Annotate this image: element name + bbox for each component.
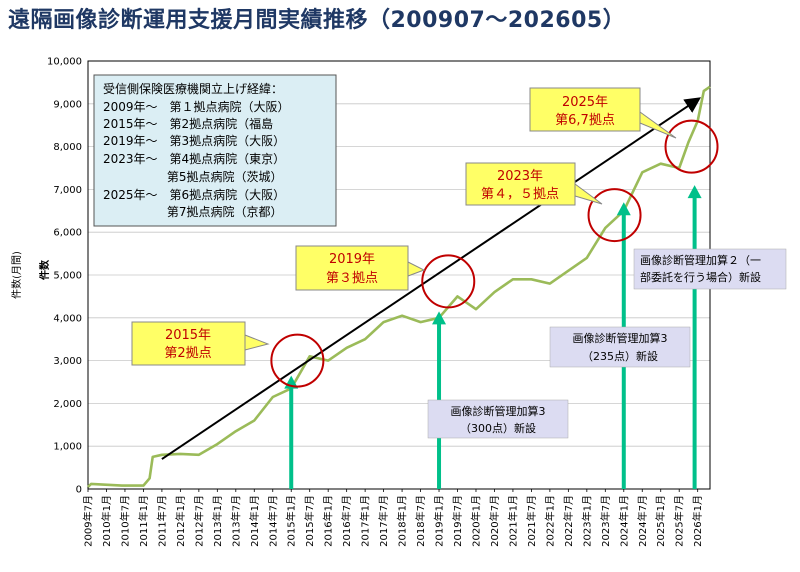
y-tick-label: 7,000: [53, 185, 82, 196]
note-partial: 画像診断管理加算２（一 部委託を行う場合）新設: [633, 248, 787, 290]
green-arrow-shaft: [289, 387, 294, 489]
x-tick-label: 2021年1月: [506, 495, 519, 547]
x-tick-label: 2010年7月: [118, 495, 131, 547]
note-line: 部委託を行う場合）新設: [640, 270, 761, 284]
y-axis-label: 件数(月間): [10, 251, 23, 299]
y-tick-label: 6,000: [53, 228, 82, 239]
x-tick-label: 2016年7月: [340, 495, 353, 547]
callout-site: 第2拠点: [164, 346, 211, 361]
x-tick-label: 2017年1月: [359, 495, 372, 547]
callout-year: 2019年: [329, 252, 375, 267]
trend-arrow: [161, 97, 702, 460]
x-tick-label: 2019年7月: [451, 495, 464, 547]
callout-2023: 2023年 第４，５拠点: [465, 162, 603, 206]
callout-2025: 2025年 第6,7拠点: [529, 87, 677, 139]
y-tick-label: 2,000: [53, 399, 82, 410]
green-arrow-head: [616, 202, 631, 216]
info-line: 2025年〜 第6拠点病院（大阪）: [103, 187, 285, 202]
x-tick-label: 2014年7月: [266, 495, 279, 547]
x-tick-label: 2018年7月: [414, 495, 427, 547]
y-tick-label: 5,000: [53, 271, 82, 282]
x-tick-label: 2015年7月: [303, 495, 316, 547]
x-tick-label: 2011年7月: [155, 495, 168, 547]
highlight-circle: [421, 254, 476, 309]
y-axis: 0 1,000 2,000 3,000 4,000 5,000 6,000 7,000 8,00…: [47, 57, 82, 496]
x-tick-label: 2026年1月: [691, 495, 704, 547]
info-line: 受信側保険医療機関立上げ経緯：: [103, 81, 283, 96]
x-tick-label: 2020年1月: [469, 495, 482, 547]
callout-year: 2025年: [562, 95, 608, 110]
x-tick-label: 2024年1月: [617, 495, 630, 547]
callout-site: 第6,7拠点: [555, 113, 615, 128]
x-tick-label: 2025年1月: [654, 495, 667, 547]
x-tick-label: 2025年7月: [673, 495, 686, 547]
highlight-circle: [587, 188, 642, 243]
y-tick-label: 8,000: [53, 142, 82, 153]
x-tick-label: 2023年7月: [599, 495, 612, 547]
x-tick-label: 2012年7月: [192, 495, 205, 547]
info-line: 2019年〜 第3拠点病院（大阪）: [103, 133, 285, 148]
x-tick-label: 2015年1月: [285, 495, 298, 547]
x-tick-label: 2009年7月: [82, 495, 95, 547]
x-tick-label: 2022年7月: [562, 495, 575, 547]
x-tick-label: 2013年1月: [211, 495, 224, 547]
x-tick-label: 2018年1月: [396, 495, 409, 547]
callout-site: 第３拠点: [326, 271, 378, 286]
x-tick-label: 2012年1月: [174, 495, 187, 547]
note-line: 画像診断管理加算3: [451, 404, 546, 418]
x-tick-label: 2020年7月: [488, 495, 501, 547]
x-tick-label: 2013年7月: [229, 495, 242, 547]
info-line: 2023年〜 第4拠点病院（東京）: [103, 151, 285, 166]
info-line: 2015年〜 第2拠点病院（福島: [103, 116, 273, 131]
x-tick-label: 2024年7月: [636, 495, 649, 547]
note-300: 画像診断管理加算3 （300点）新設: [427, 399, 569, 439]
note-line: 画像診断管理加算２（一: [640, 253, 761, 267]
y-tick-label: 9,000: [53, 99, 82, 110]
highlight-circles: [270, 119, 719, 388]
info-line: 2009年〜 第１拠点病院（大阪）: [103, 99, 290, 114]
note-line: 画像診断管理加算3: [573, 331, 668, 345]
y-tick-label: 1,000: [53, 442, 82, 453]
callout-2019: 2019年 第３拠点: [295, 245, 426, 291]
info-box-background: [93, 74, 337, 227]
note-line: （300点）新設: [460, 421, 536, 435]
callout-site: 第４，５拠点: [481, 187, 559, 202]
x-tick-label: 2016年1月: [322, 495, 335, 547]
note-235: 画像診断管理加算3 （235点）新設: [549, 326, 691, 368]
x-tick-label: 2021年7月: [525, 495, 538, 547]
x-tick-label: 2010年1月: [100, 495, 113, 547]
info-line: 第5拠点病院（茨城）: [103, 169, 282, 184]
y-tick-label: 3,000: [53, 356, 82, 367]
x-tick-label: 2019年1月: [433, 495, 446, 547]
x-tick-label: 2017年7月: [377, 495, 390, 547]
x-tick-label: 2014年1月: [248, 495, 261, 547]
y-axis-label-inner: 件数: [38, 259, 51, 280]
y-tick-label: 10,000: [47, 57, 82, 68]
green-arrow-shaft: [692, 197, 697, 489]
callout-2015: 2015年 第2拠点: [131, 321, 270, 366]
callout-year: 2015年: [165, 328, 211, 343]
info-box: 受信側保険医療機関立上げ経緯： 2009年〜 第１拠点病院（大阪） 2015年〜…: [93, 74, 337, 227]
green-arrow-head: [687, 185, 702, 199]
highlight-circle: [664, 119, 719, 174]
y-tick-label: 0: [76, 485, 82, 496]
page-title: 遠隔画像診断運用支援月間実績推移（200907〜202605）: [8, 8, 626, 33]
y-tick-label: 4,000: [53, 313, 82, 324]
note-line: （235点）新設: [582, 349, 658, 363]
x-tick-label: 2022年1月: [543, 495, 556, 547]
callout-year: 2023年: [497, 169, 543, 184]
green-arrow-head: [432, 311, 447, 325]
x-tick-label: 2011年1月: [137, 495, 150, 547]
x-tick-label: 2023年1月: [580, 495, 593, 547]
highlight-circle: [270, 333, 325, 388]
x-axis: 2009年7月 2010年1月 2010年7月 2011年1月 2011年7月 2012年…: [82, 489, 704, 547]
info-line: 第7拠点病院（京都）: [103, 204, 282, 219]
